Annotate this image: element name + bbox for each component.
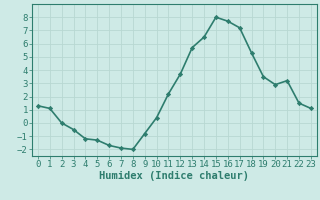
X-axis label: Humidex (Indice chaleur): Humidex (Indice chaleur) (100, 171, 249, 181)
